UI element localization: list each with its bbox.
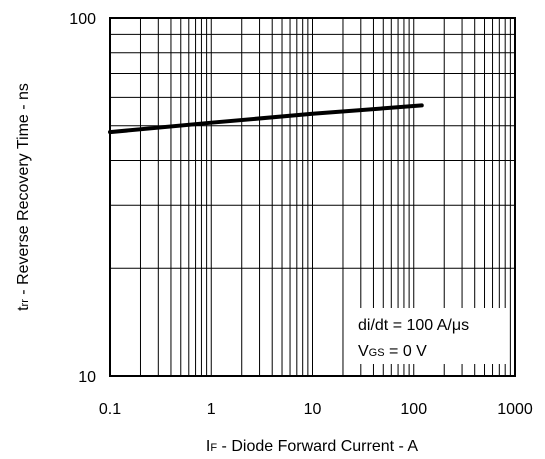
y-axis-label: trr - Reverse Recovery Time - ns (15, 83, 32, 311)
x-tick-label: 0.1 (99, 401, 121, 418)
y-tick-labels: 10 100 (69, 11, 96, 386)
annotation-box: di/dt = 100 A/μs VGS = 0 V (352, 308, 508, 364)
annotation-didt: di/dt = 100 A/μs (358, 317, 469, 334)
x-tick-label: 1 (207, 401, 216, 418)
annotation-background (352, 308, 508, 364)
x-tick-labels: 0.1 1 10 100 1000 (99, 401, 533, 418)
y-tick-label: 10 (78, 369, 96, 386)
x-tick-label: 1000 (497, 401, 533, 418)
x-tick-label: 10 (304, 401, 322, 418)
y-tick-label: 100 (69, 11, 96, 28)
plot-frame (109, 17, 516, 377)
series-line-0 (108, 103, 424, 135)
series-layer (108, 103, 424, 135)
annotation-vgs: VGS = 0 V (358, 343, 427, 360)
x-axis-label: IF - Diode Forward Current - A (206, 438, 418, 455)
x-tick-label: 100 (400, 401, 427, 418)
